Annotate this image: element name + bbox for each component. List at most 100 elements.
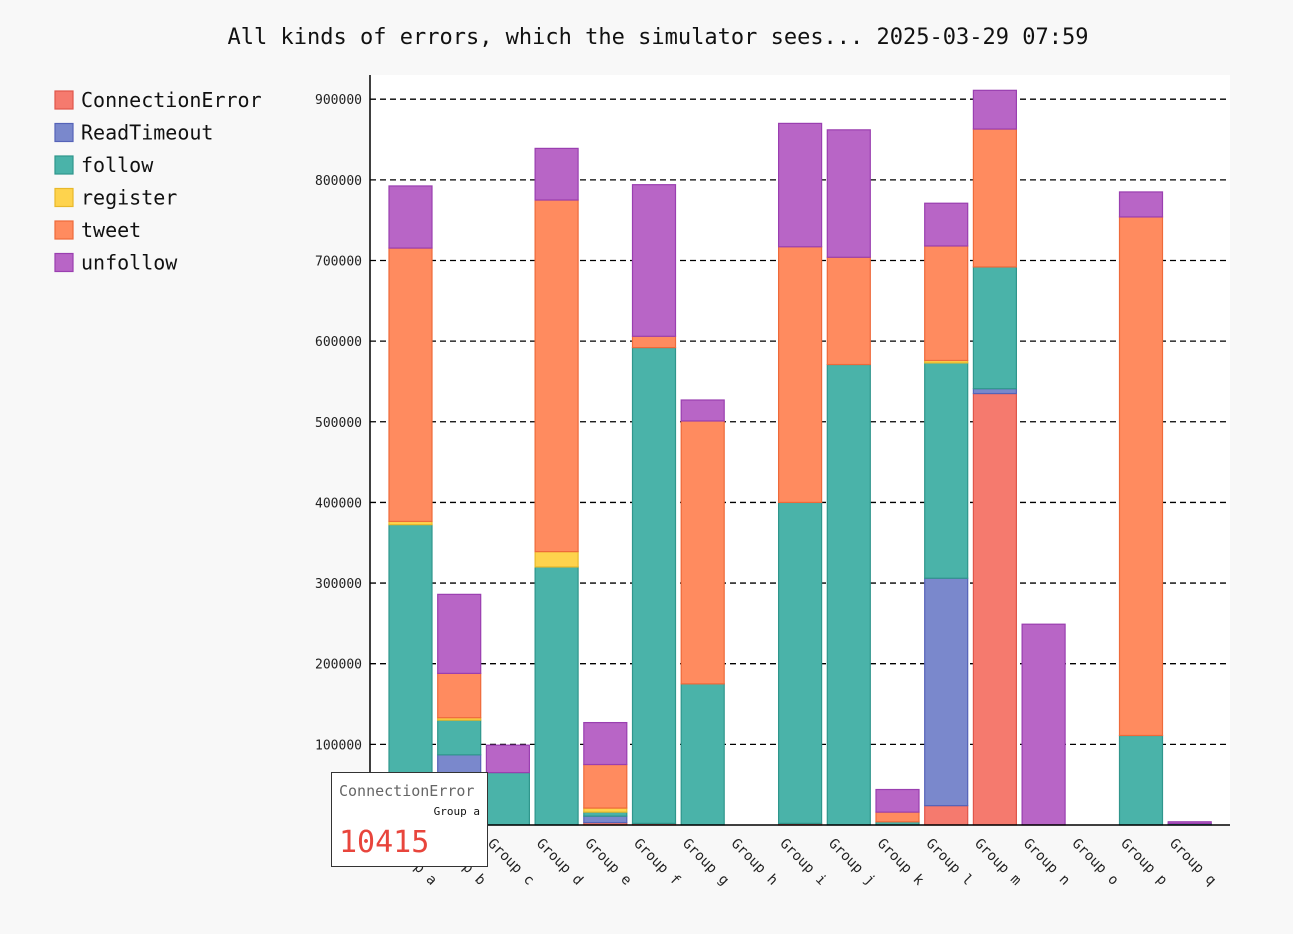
- tooltip-series-name: ConnectionError: [339, 782, 475, 800]
- legend-item[interactable]: unfollow: [54, 251, 178, 275]
- bar-segment[interactable]: [631, 335, 677, 349]
- bar-segment[interactable]: [826, 363, 871, 826]
- bar-segment[interactable]: [1167, 821, 1212, 824]
- legend-item[interactable]: ReadTimeout: [54, 121, 213, 145]
- bar-segment[interactable]: [972, 388, 1018, 395]
- bar-segment[interactable]: [826, 256, 871, 366]
- x-tick-label: Group e: [582, 836, 635, 889]
- bar-segment[interactable]: [924, 202, 969, 247]
- x-tick-label: Group k: [874, 836, 927, 889]
- legend-label: follow: [81, 153, 154, 177]
- legend-item[interactable]: follow: [54, 153, 154, 177]
- bar-segment[interactable]: [972, 89, 1018, 130]
- legend-swatch: [54, 220, 74, 240]
- x-tick-label: Group f: [630, 836, 683, 889]
- bar-segment[interactable]: [680, 399, 725, 422]
- bar-segment[interactable]: [1118, 191, 1164, 218]
- bar-segment[interactable]: [631, 346, 677, 824]
- y-tick-label: 100000: [315, 738, 362, 753]
- bar-segment[interactable]: [485, 744, 530, 774]
- legend-swatch: [54, 122, 74, 143]
- bar-segment[interactable]: [972, 266, 1018, 390]
- bar-segment[interactable]: [680, 683, 725, 826]
- legend-swatch: [54, 155, 74, 175]
- x-tick-label: Group g: [679, 836, 732, 889]
- x-tick-label: Group m: [971, 836, 1024, 889]
- bar-segment[interactable]: [437, 593, 482, 674]
- legend-label: tweet: [81, 218, 141, 242]
- legend-item[interactable]: ConnectionError: [54, 88, 262, 112]
- bar-segment[interactable]: [583, 763, 628, 809]
- y-tick-label: 900000: [315, 93, 362, 108]
- bar-segment[interactable]: [826, 129, 871, 258]
- bar-segment[interactable]: [583, 811, 628, 817]
- value-tooltip: ConnectionError Group a 10415: [331, 772, 488, 867]
- legend-item[interactable]: register: [54, 186, 177, 210]
- legend-label: unfollow: [81, 251, 178, 275]
- x-tick-label: Group n: [1020, 836, 1073, 889]
- chart-title: All kinds of errors, which the simulator…: [228, 25, 1089, 50]
- y-tick-label: 600000: [315, 335, 362, 350]
- bar-segment[interactable]: [388, 247, 433, 523]
- bar-segment[interactable]: [924, 805, 969, 826]
- bar-segment[interactable]: [875, 788, 920, 813]
- bar-segment[interactable]: [972, 128, 1018, 268]
- bar-segment[interactable]: [875, 811, 920, 823]
- legend-swatch: [54, 252, 74, 273]
- bars: [388, 89, 1212, 826]
- x-tick-label: Group j: [825, 836, 878, 889]
- bar-segment[interactable]: [437, 719, 482, 756]
- bar-segment[interactable]: [777, 501, 823, 824]
- bar-segment[interactable]: [1021, 623, 1066, 826]
- y-tick-label: 800000: [315, 174, 362, 189]
- bar-segment[interactable]: [485, 771, 530, 826]
- y-tick-label: 400000: [315, 496, 362, 511]
- tooltip-category: Group a: [433, 805, 480, 818]
- bar-segment[interactable]: [777, 246, 823, 504]
- legend-label: register: [81, 186, 177, 210]
- bar-segment[interactable]: [583, 721, 628, 766]
- legend-label: ConnectionError: [81, 88, 262, 112]
- bar-segment[interactable]: [437, 672, 482, 719]
- y-tick-label: 500000: [315, 416, 362, 431]
- x-tick-label: Group h: [728, 836, 781, 889]
- bar-segment[interactable]: [924, 245, 969, 362]
- y-tick-label: 200000: [315, 658, 362, 673]
- x-tick-label: Group l: [923, 836, 976, 889]
- bar-segment[interactable]: [1118, 216, 1164, 737]
- bar-segment[interactable]: [680, 420, 725, 685]
- y-tick-labels: 0100000200000300000400000500000600000700…: [315, 93, 362, 834]
- legend-swatch: [54, 90, 74, 110]
- legend-item[interactable]: tweet: [54, 218, 141, 242]
- x-tick-label: Group q: [1166, 836, 1219, 889]
- bar-segment[interactable]: [534, 199, 579, 553]
- bar-segment[interactable]: [583, 815, 628, 824]
- bar-segment[interactable]: [534, 551, 579, 568]
- bar-segment[interactable]: [924, 577, 969, 807]
- legend-swatch: [54, 187, 74, 208]
- bar-segment[interactable]: [631, 184, 677, 337]
- axes: [369, 75, 1230, 826]
- bar-segment[interactable]: [777, 122, 823, 248]
- x-tick-label: Group c: [484, 836, 537, 889]
- bar-segment[interactable]: [583, 807, 628, 813]
- bar-segment[interactable]: [1118, 734, 1164, 826]
- bar-segment[interactable]: [388, 524, 433, 818]
- bar-segment[interactable]: [924, 362, 969, 579]
- legend: ConnectionError ReadTimeout follow register…: [54, 88, 262, 275]
- bar-segment[interactable]: [972, 392, 1018, 826]
- x-tick-label: Group i: [776, 836, 829, 889]
- bar-segment[interactable]: [388, 185, 433, 249]
- x-tick-label: Group o: [1069, 836, 1122, 889]
- bar-segment[interactable]: [534, 147, 579, 201]
- x-tick-label: Group p: [1117, 836, 1170, 889]
- y-tick-label: 300000: [315, 577, 362, 592]
- tooltip-value: 10415: [339, 825, 430, 860]
- bar-segment[interactable]: [534, 566, 579, 826]
- legend-label: ReadTimeout: [81, 121, 213, 145]
- x-tick-label: Group d: [533, 836, 586, 889]
- y-tick-label: 700000: [315, 254, 362, 269]
